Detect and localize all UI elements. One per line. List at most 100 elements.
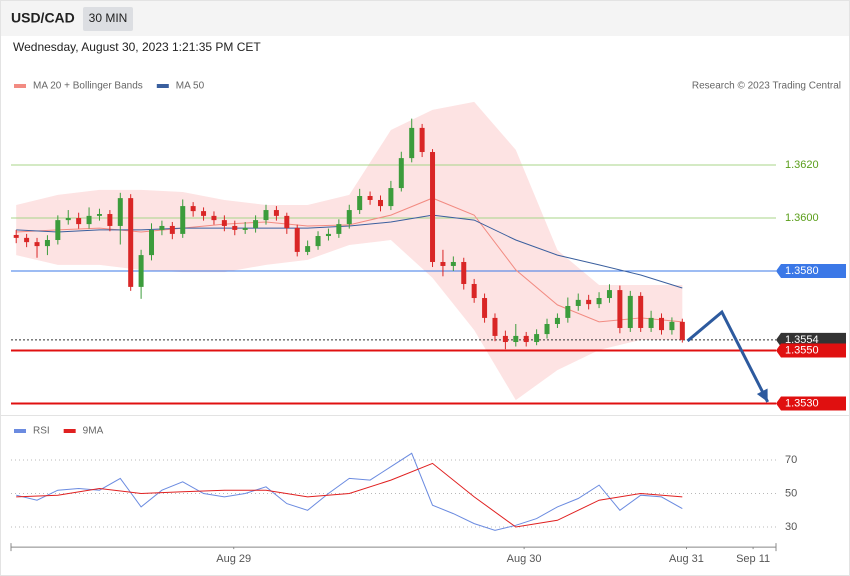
legend-label: RSI (33, 426, 50, 437)
forecast-arrowhead (756, 388, 768, 402)
y-tick-label: 70 (785, 454, 797, 466)
candle-body (648, 317, 654, 328)
x-tick-label: Aug 29 (216, 553, 251, 565)
candle-body (180, 206, 186, 234)
candle-body (419, 127, 425, 153)
level-box (776, 332, 846, 347)
candle-body (471, 283, 477, 299)
candle-body (534, 334, 540, 343)
level-label: 1.3620 (785, 159, 819, 171)
attribution: Research © 2023 Trading Central (692, 81, 841, 92)
candle-body (409, 127, 415, 159)
candle-body (565, 305, 571, 318)
x-tick-label: Aug 30 (507, 553, 542, 565)
level-box (776, 264, 846, 278)
candle-body (544, 324, 550, 335)
candle-body (523, 335, 529, 343)
candle-body (596, 298, 602, 305)
x-tick-label: Sep 11 (736, 553, 770, 565)
candle-body (117, 198, 123, 226)
candle-body (679, 321, 685, 340)
candle-body (24, 237, 30, 243)
candle-body (44, 239, 50, 247)
candle-body (253, 220, 259, 229)
candle-body (586, 299, 592, 305)
legend-swatch (14, 84, 26, 88)
candle-body (76, 218, 82, 225)
legend-swatch (14, 429, 26, 433)
candle-body (461, 261, 467, 284)
x-tick-label: Aug 31 (669, 553, 704, 565)
candle-body (138, 255, 144, 287)
candle-body (325, 233, 331, 237)
candle-body (273, 210, 279, 216)
indicator-line (16, 462, 683, 528)
candle-body (377, 199, 383, 207)
y-tick-label: 50 (785, 487, 797, 499)
candle-body (221, 220, 227, 226)
candle-body (315, 236, 321, 247)
candle-body (34, 242, 40, 247)
candle-body (440, 261, 446, 266)
candle-body (211, 215, 217, 221)
indicator-line (16, 452, 683, 531)
candle-body (294, 228, 300, 252)
level-label: 1.3530 (785, 397, 819, 409)
candle-body (575, 299, 581, 306)
candle-body (346, 210, 352, 225)
candle-body (96, 214, 102, 216)
candle-body (398, 158, 404, 189)
candle-body (65, 218, 71, 221)
candle-body (450, 261, 456, 266)
candle-body (367, 196, 373, 200)
candle-body (149, 229, 155, 256)
interval-box[interactable] (83, 7, 133, 31)
candle-body (336, 224, 342, 234)
candle-body (357, 196, 363, 211)
candle-body (190, 206, 196, 212)
candle-body (638, 295, 644, 328)
level-label: 1.3580 (785, 265, 819, 277)
candle-body (659, 317, 665, 331)
level-label: 1.3554 (785, 334, 819, 346)
y-tick-label: 30 (785, 521, 797, 533)
legend-swatch (63, 429, 76, 433)
candle-body (305, 246, 311, 252)
legend-swatch (156, 84, 169, 88)
legend-label: MA 50 (176, 81, 205, 92)
candle-body (482, 298, 488, 318)
timestamp: Wednesday, August 30, 2023 1:21:35 PM CE… (13, 40, 261, 54)
level-box (776, 343, 846, 358)
candle-body (554, 317, 560, 324)
candle-body (492, 317, 498, 336)
symbol: USD/CAD (11, 10, 75, 26)
candle-body (513, 335, 519, 343)
level-box (776, 396, 846, 411)
candle-body (669, 321, 675, 331)
candle-body (159, 225, 165, 230)
candle-body (86, 215, 92, 225)
candle-body (242, 228, 248, 230)
candle-body (502, 335, 508, 343)
candle-body (284, 215, 290, 229)
candle-body (617, 290, 623, 328)
legend-label: MA 20 + Bollinger Bands (33, 81, 143, 92)
candle-body (13, 234, 19, 238)
candle-body (263, 210, 269, 221)
level-label: 1.3550 (785, 344, 819, 356)
candle-body (388, 188, 394, 207)
header-bar (1, 1, 849, 36)
legend-label: 9MA (83, 426, 104, 437)
candle-body (201, 211, 207, 216)
interval[interactable]: 30 MIN (89, 11, 128, 25)
candle-body (606, 290, 612, 299)
candle-body (627, 295, 633, 328)
candle-body (430, 152, 436, 262)
candle-body (169, 225, 175, 234)
candle-body (107, 214, 113, 226)
candle-body (232, 225, 238, 230)
candle-body (128, 198, 134, 287)
candle-body (55, 220, 61, 240)
